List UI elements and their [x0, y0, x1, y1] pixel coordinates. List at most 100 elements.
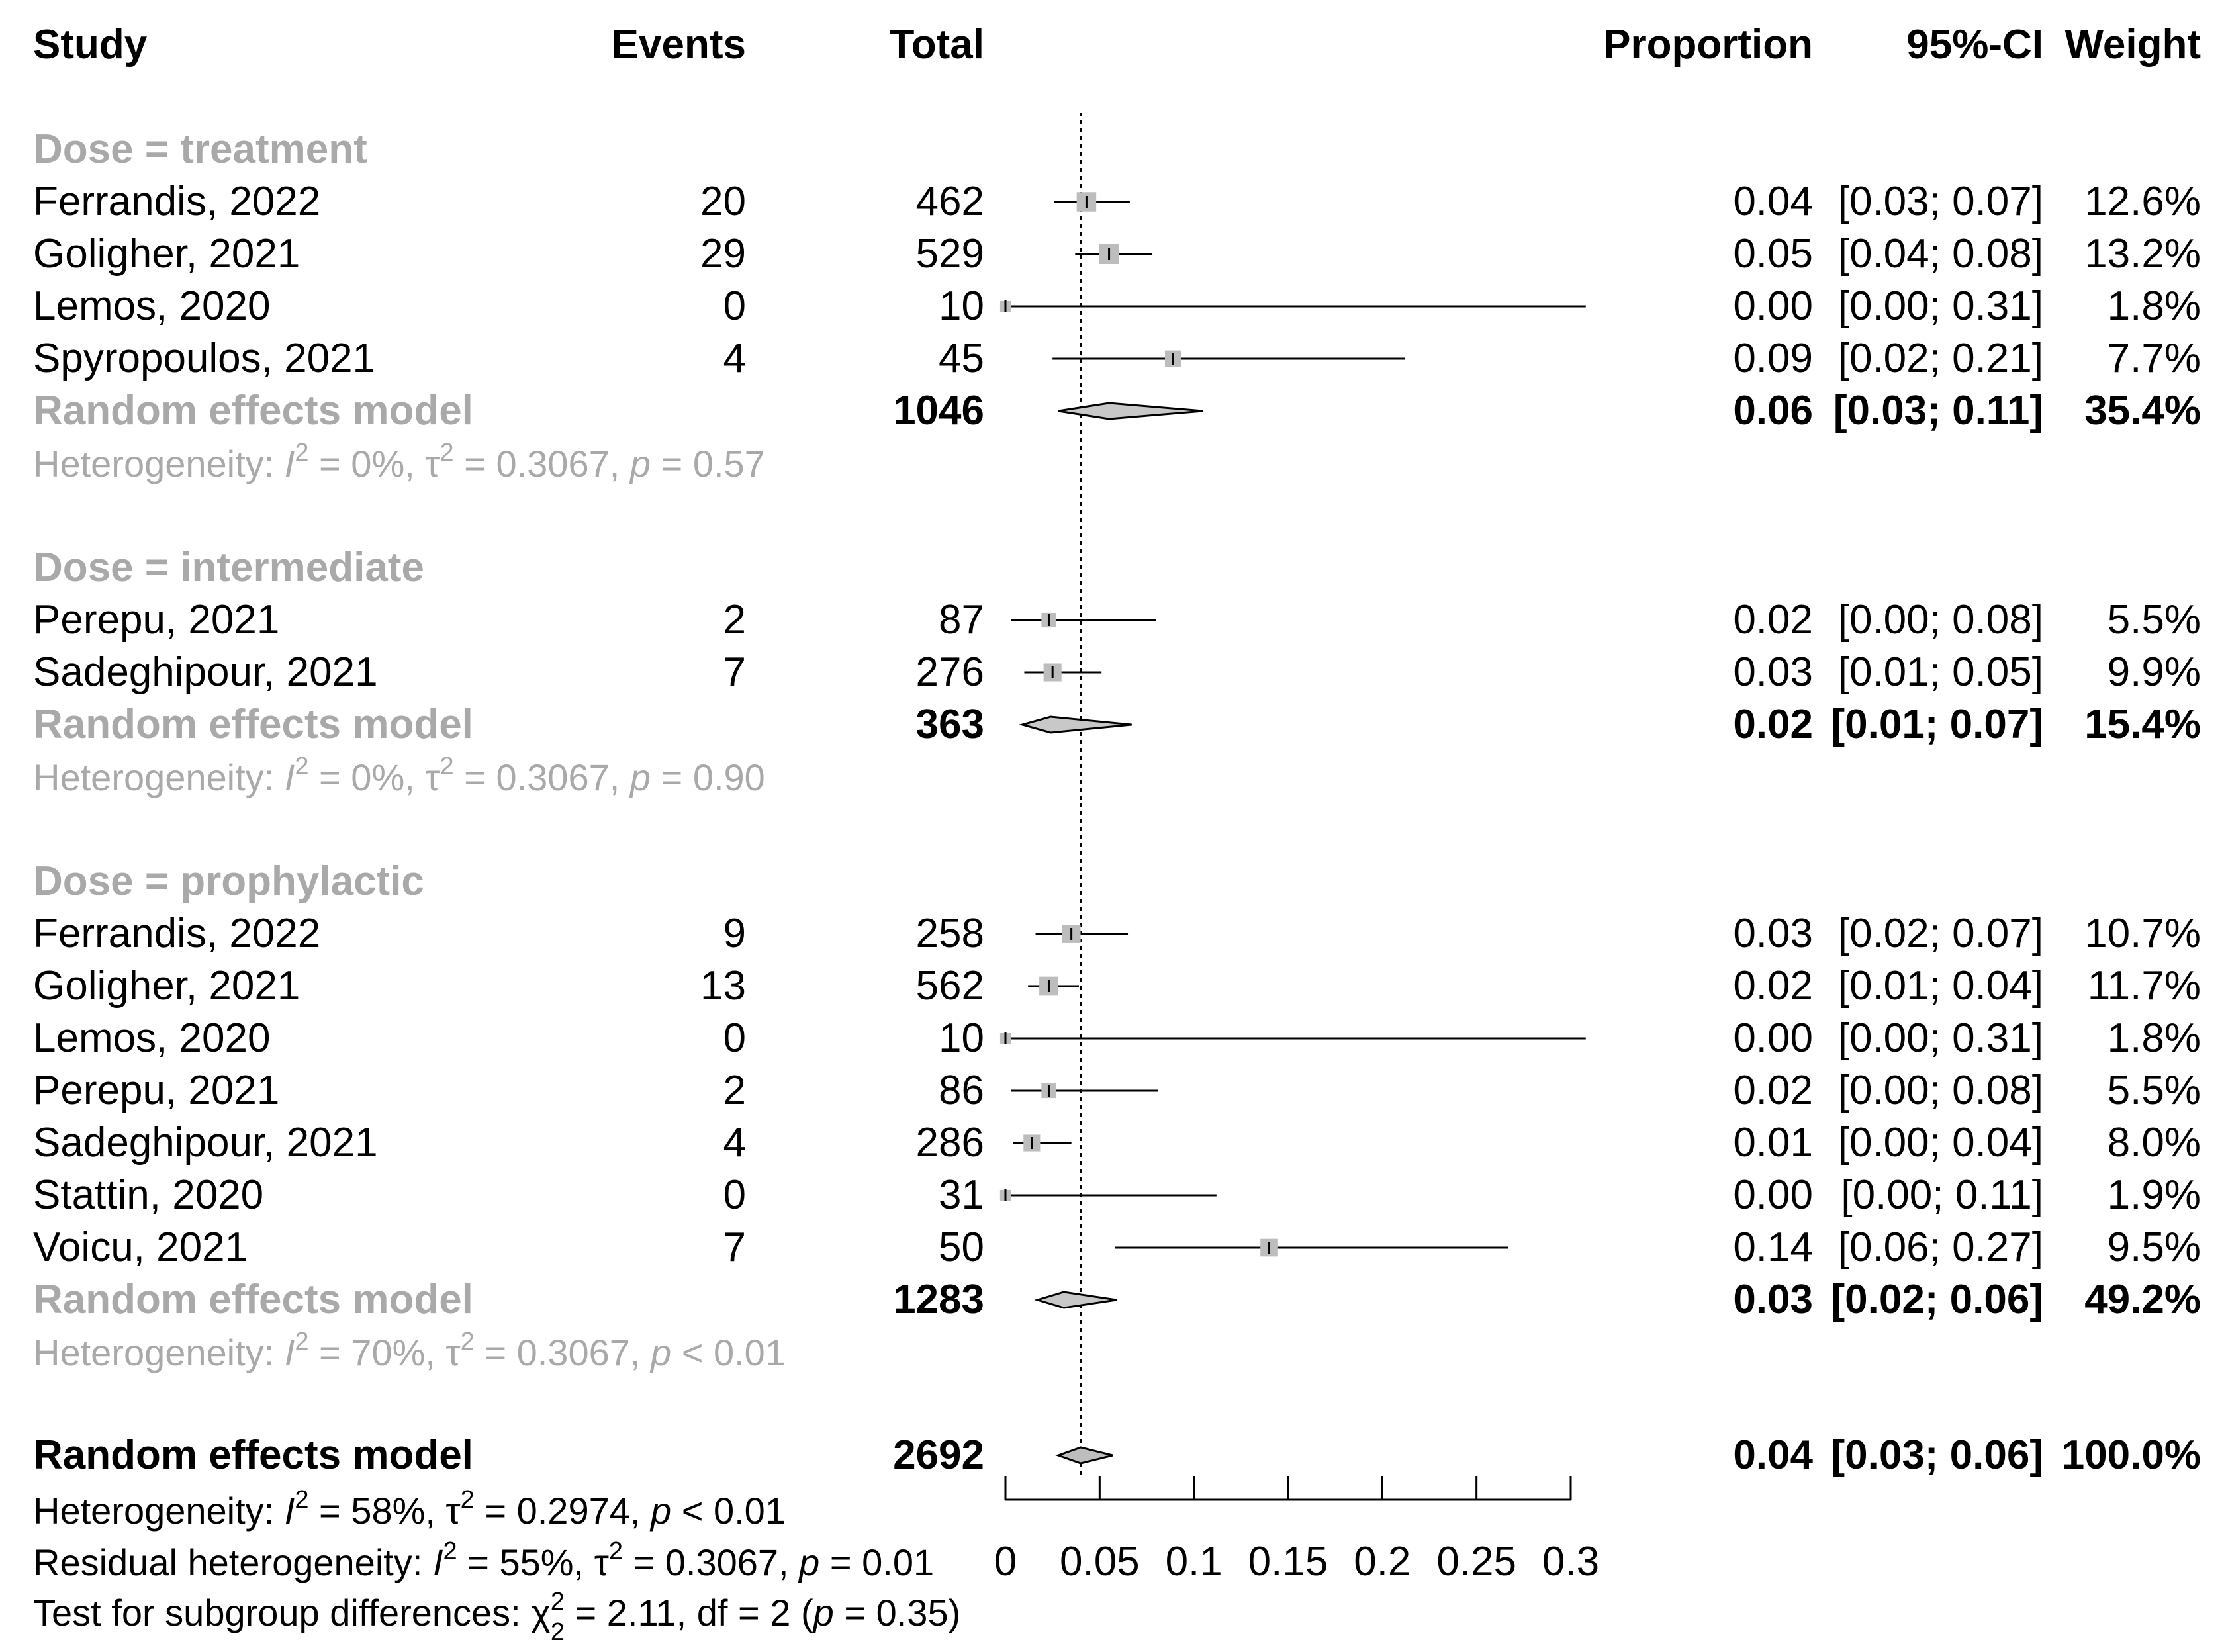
study-proportion: 0.03: [1733, 649, 1813, 695]
subgroup-model-proportion: 0.03: [1733, 1277, 1813, 1322]
subgroup-model-total: 1283: [893, 1277, 984, 1322]
subgroup-model-ci: [0.01; 0.07]: [1831, 702, 2043, 747]
study-proportion: 0.02: [1733, 597, 1813, 643]
study-ci: [0.01; 0.04]: [1838, 963, 2043, 1009]
study-events: 13: [700, 963, 746, 1009]
study-events: 7: [723, 1224, 746, 1270]
study-name: Goligher, 2021: [33, 963, 300, 1009]
subgroup-label: Dose = prophylactic: [33, 858, 424, 904]
study-name: Voicu, 2021: [33, 1224, 248, 1270]
overall-model-weight: 100.0%: [2062, 1432, 2201, 1478]
study-weight: 7.7%: [2108, 336, 2201, 381]
study-proportion: 0.02: [1733, 1068, 1813, 1113]
study-ci: [0.06; 0.27]: [1838, 1224, 2043, 1270]
study-ci: [0.00; 0.31]: [1838, 283, 2043, 329]
study-ci: [0.00; 0.08]: [1838, 1068, 2043, 1113]
subgroup-differences-test: Test for subgroup differences: χ2 2 = 2.1…: [33, 1588, 960, 1646]
study-ci: [0.00; 0.04]: [1838, 1120, 2043, 1166]
study-total: 45: [939, 336, 984, 381]
study-events: 4: [723, 336, 746, 381]
plot-marks: [999, 113, 1586, 1477]
study-proportion: 0.00: [1733, 283, 1813, 329]
header-events: Events: [612, 22, 746, 68]
study-name: Perepu, 2021: [33, 1068, 279, 1113]
study-weight: 9.5%: [2108, 1224, 2201, 1270]
study-name: Ferrandis, 2022: [33, 179, 320, 224]
study-name: Goligher, 2021: [33, 231, 300, 277]
study-proportion: 0.04: [1733, 179, 1813, 224]
study-weight: 13.2%: [2084, 231, 2201, 277]
subgroup-heterogeneity: Heterogeneity: I2 = 0%, τ2 = 0.3067, p =…: [33, 753, 765, 798]
header-total: Total: [890, 22, 985, 68]
subgroup-model-label: Random effects model: [33, 388, 473, 434]
study-name: Sadeghipour, 2021: [33, 1120, 378, 1166]
overall-heterogeneity: Heterogeneity: I2 = 58%, τ2 = 0.2974, p …: [33, 1486, 786, 1532]
subgroup-label: Dose = treatment: [33, 126, 367, 172]
residual-heterogeneity: Residual heterogeneity: I2 = 55%, τ2 = 0…: [33, 1537, 934, 1583]
subgroup-model-ci: [0.02; 0.06]: [1831, 1277, 2043, 1322]
subgroup-heterogeneity: Heterogeneity: I2 = 70%, τ2 = 0.3067, p …: [33, 1328, 786, 1373]
overall-model-ci: [0.03; 0.06]: [1831, 1432, 2043, 1478]
subgroup-model-label: Random effects model: [33, 702, 473, 747]
subgroup-model-weight: 35.4%: [2084, 388, 2201, 434]
study-proportion: 0.00: [1733, 1015, 1813, 1061]
study-name: Ferrandis, 2022: [33, 911, 320, 956]
overall-model-label: Random effects model: [33, 1432, 473, 1478]
study-events: 0: [723, 1015, 746, 1061]
study-total: 86: [939, 1068, 984, 1113]
study-proportion: 0.02: [1733, 963, 1813, 1009]
subgroup-label: Dose = intermediate: [33, 545, 424, 590]
study-total: 10: [939, 283, 984, 329]
x-tick-label: 0.05: [1060, 1539, 1140, 1584]
x-axis: 0 0.05 0.1 0.15 0.2 0.25 0.3: [994, 1476, 1599, 1584]
study-events: 29: [700, 231, 746, 277]
study-name: Lemos, 2020: [33, 1015, 270, 1061]
study-events: 0: [723, 1172, 746, 1218]
study-total: 258: [916, 911, 984, 956]
study-weight: 11.7%: [2088, 963, 2201, 1009]
study-ci: [0.04; 0.08]: [1838, 231, 2043, 277]
study-weight: 5.5%: [2108, 597, 2201, 643]
subgroup-diamond: [1058, 402, 1204, 420]
subgroup-model-total: 1046: [893, 388, 984, 434]
subgroup-diamond: [1034, 1291, 1117, 1309]
study-events: 7: [723, 649, 746, 695]
subgroup-model-weight: 49.2%: [2084, 1277, 2201, 1322]
study-total: 50: [939, 1224, 984, 1270]
header-ci: 95%-CI: [1906, 22, 2043, 68]
study-proportion: 0.03: [1733, 911, 1813, 956]
x-tick-label: 0.15: [1248, 1539, 1328, 1584]
study-ci: [0.03; 0.07]: [1838, 179, 2043, 224]
subgroup-model-proportion: 0.02: [1733, 702, 1813, 747]
study-ci: [0.02; 0.21]: [1838, 336, 2043, 381]
study-total: 87: [939, 597, 984, 643]
study-total: 286: [916, 1120, 984, 1166]
study-weight: 10.7%: [2084, 911, 2201, 956]
study-name: Lemos, 2020: [33, 283, 270, 329]
subgroup-model-total: 363: [916, 702, 984, 747]
study-ci: [0.00; 0.08]: [1838, 597, 2043, 643]
study-total: 10: [939, 1015, 984, 1061]
study-total: 276: [916, 649, 984, 695]
study-total: 462: [916, 179, 984, 224]
study-proportion: 0.14: [1733, 1224, 1813, 1270]
study-proportion: 0.01: [1733, 1120, 1813, 1166]
study-name: Perepu, 2021: [33, 597, 279, 643]
x-tick-label: 0.2: [1354, 1539, 1411, 1584]
study-events: 9: [723, 911, 746, 956]
study-events: 2: [723, 597, 746, 643]
x-tick-label: 0.3: [1542, 1539, 1599, 1584]
study-ci: [0.00; 0.31]: [1838, 1015, 2043, 1061]
study-proportion: 0.09: [1733, 336, 1813, 381]
x-tick-label: 0: [994, 1539, 1017, 1584]
study-proportion: 0.05: [1733, 231, 1813, 277]
study-weight: 1.8%: [2108, 283, 2201, 329]
study-weight: 1.8%: [2108, 1015, 2201, 1061]
subgroup-model-weight: 15.4%: [2084, 702, 2201, 747]
header-study: Study: [33, 22, 148, 68]
study-weight: 12.6%: [2084, 179, 2201, 224]
subgroup-heterogeneity: Heterogeneity: I2 = 0%, τ2 = 0.3067, p =…: [33, 439, 765, 484]
study-name: Stattin, 2020: [33, 1172, 263, 1218]
study-events: 4: [723, 1120, 746, 1166]
